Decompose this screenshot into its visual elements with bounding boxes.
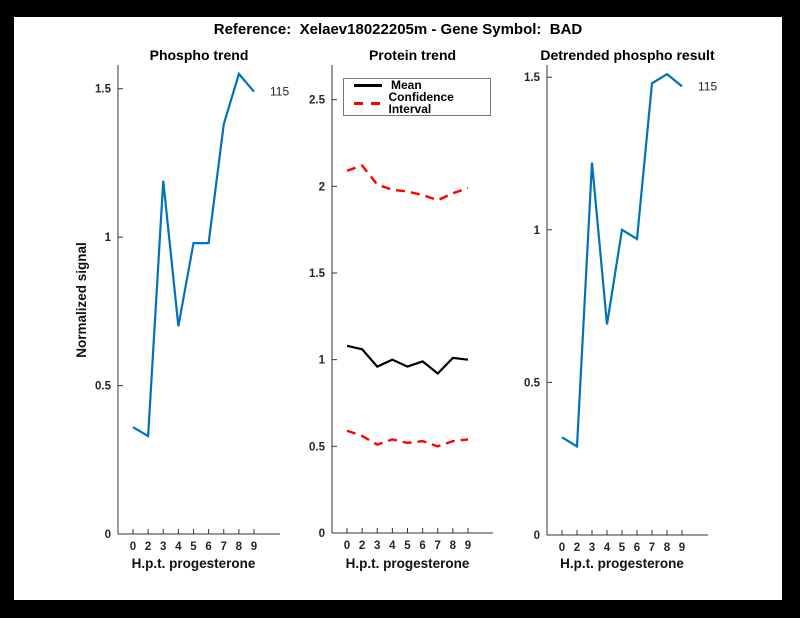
y-tick-label: 1 — [319, 355, 326, 367]
endpoint-annotation: 115 — [270, 85, 289, 99]
figure-canvas: Reference: Xelaev18022205m - Gene Symbol… — [14, 17, 782, 600]
y-tick-label: 0 — [319, 528, 325, 540]
figure-title: Reference: Xelaev18022205m - Gene Symbol… — [213, 21, 583, 38]
x-tick-label: 5 — [619, 542, 626, 554]
x-tick-label: 3 — [160, 541, 166, 553]
x-tick-label: 0 — [559, 542, 565, 554]
x-axis-label: H.p.t. progesterone — [560, 556, 684, 571]
plot-title: Detrended phospho result — [540, 47, 715, 63]
legend: Mean Confidence Interval — [343, 78, 491, 116]
x-tick-label: 8 — [664, 542, 671, 554]
x-tick-label: 4 — [175, 541, 182, 553]
x-tick-label: 3 — [374, 540, 380, 552]
y-axis-label: Normalized signal — [74, 242, 89, 358]
y-tick-label: 1.5 — [309, 268, 326, 280]
x-tick-label: 2 — [574, 542, 580, 554]
mean-line — [346, 344, 469, 376]
y-tick-label: 1.5 — [524, 72, 541, 84]
x-tick-label: 6 — [419, 540, 425, 552]
x-tick-label: 4 — [389, 540, 396, 552]
y-tick-label: 1 — [534, 225, 541, 237]
y-tick-label: 2.5 — [309, 95, 326, 107]
x-tick-label: 5 — [190, 541, 197, 553]
plot-title: Protein trend — [369, 47, 456, 63]
lower-confidence-interval-line — [346, 429, 469, 448]
x-tick-label: 4 — [604, 542, 611, 554]
x-tick-label: 0 — [344, 540, 350, 552]
confidence-interval-line-sample — [354, 101, 380, 105]
detrended-phospho-signal-line — [561, 72, 683, 449]
x-tick-label: 7 — [435, 540, 441, 552]
x-tick-label: 2 — [359, 540, 365, 552]
x-tick-label: 8 — [236, 541, 243, 553]
x-tick-label: 2 — [145, 541, 151, 553]
y-tick-label: 1 — [105, 232, 112, 244]
y-tick-label: 0.5 — [309, 441, 326, 453]
upper-confidence-interval-line — [346, 164, 469, 202]
y-tick-label: 0 — [105, 529, 111, 541]
legend-item-confidence-interval: Confidence Interval — [354, 91, 490, 115]
x-tick-label: 8 — [450, 540, 457, 552]
x-tick-label: 6 — [634, 542, 640, 554]
x-tick-label: 0 — [130, 541, 136, 553]
mean-line-sample — [354, 83, 382, 87]
x-axis-label: H.p.t. progesterone — [132, 556, 256, 571]
x-tick-label: 3 — [589, 542, 595, 554]
legend-label-mean: Mean — [391, 78, 422, 92]
x-tick-label: 6 — [205, 541, 211, 553]
y-tick-label: 0.5 — [524, 377, 541, 389]
legend-label-confidence-interval: Confidence Interval — [388, 90, 454, 116]
x-axis-label: H.p.t. progesterone — [346, 556, 470, 571]
phospho-signal-line — [132, 71, 255, 438]
y-tick-label: 0.5 — [95, 381, 112, 393]
x-tick-label: 7 — [221, 541, 227, 553]
y-tick-label: 0 — [534, 530, 540, 542]
x-tick-label: 9 — [465, 540, 471, 552]
x-tick-label: 9 — [679, 542, 685, 554]
x-tick-label: 9 — [251, 541, 257, 553]
x-tick-label: 7 — [649, 542, 655, 554]
y-tick-label: 2 — [319, 181, 325, 193]
plot-title: Phospho trend — [150, 47, 249, 63]
x-tick-label: 5 — [404, 540, 411, 552]
y-tick-label: 1.5 — [95, 84, 112, 96]
endpoint-annotation: 115 — [698, 79, 717, 93]
legend-item-mean: Mean — [354, 79, 490, 91]
